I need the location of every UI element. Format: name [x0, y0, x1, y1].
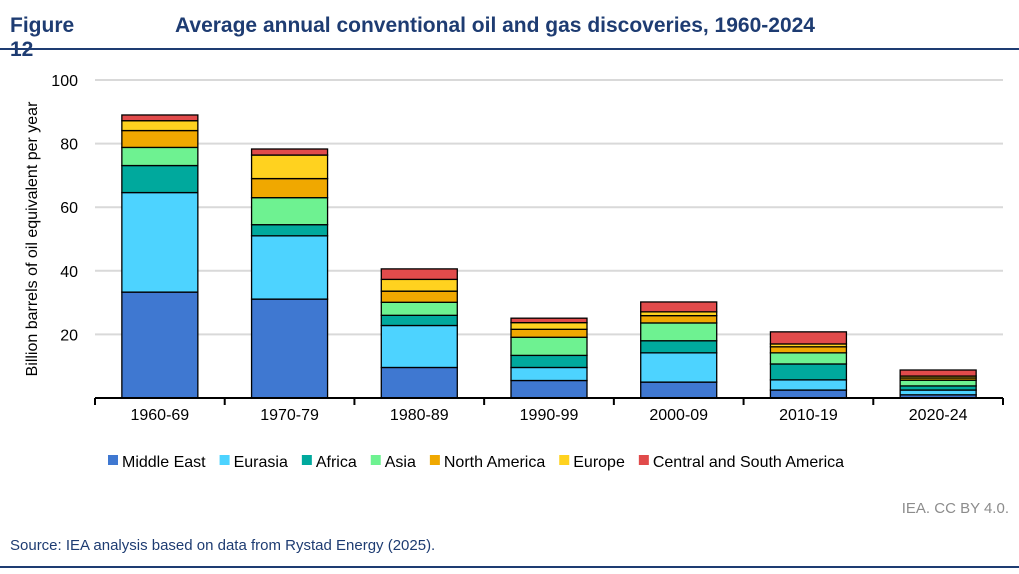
bottom-rule — [0, 566, 1019, 568]
bar-segment — [380, 278, 458, 292]
bar-segment — [640, 381, 718, 399]
bar-segment — [510, 328, 588, 338]
bar-segment — [121, 129, 199, 149]
bar-segment — [510, 317, 588, 324]
y-tick-label: 60 — [60, 200, 78, 217]
bar-segment — [380, 290, 458, 303]
bar-segment — [250, 224, 329, 237]
legend-label: Eurasia — [234, 454, 288, 471]
bar-segment — [121, 191, 199, 293]
y-tick-label: 40 — [60, 264, 78, 281]
x-tick-label: 2020-24 — [909, 407, 968, 424]
bar-segment — [250, 177, 329, 199]
legend-label: Middle East — [122, 454, 206, 471]
bar-segment — [640, 340, 718, 354]
bar-segment — [899, 369, 977, 377]
bar-segment — [250, 235, 329, 300]
bar-segment — [250, 298, 329, 399]
legend-label: Central and South America — [653, 454, 844, 471]
legend-swatch — [370, 455, 381, 465]
bar-segment — [250, 154, 329, 180]
legend-swatch — [108, 455, 118, 465]
bar-segment — [121, 146, 199, 167]
bar-segment — [899, 379, 977, 387]
legend-label: North America — [444, 454, 545, 471]
bar-segment — [121, 114, 199, 122]
x-tick-label: 2010-19 — [779, 407, 838, 424]
legend-swatch — [301, 455, 312, 465]
bar-segment — [640, 301, 718, 313]
bar-segment — [380, 314, 458, 327]
bar-segment — [380, 268, 458, 281]
y-tick-label: 80 — [60, 137, 78, 154]
legend-label: Asia — [385, 454, 416, 471]
bar-segment — [121, 164, 199, 194]
legend-swatch — [638, 455, 649, 465]
bar-segment — [640, 352, 718, 383]
bar-segment — [769, 331, 848, 345]
y-axis-label: Billion barrels of oil equivalent per ye… — [24, 101, 41, 376]
bar-segment — [510, 321, 588, 330]
x-tick-label: 1980-89 — [390, 407, 449, 424]
bar-segment — [121, 291, 199, 399]
bar-segment — [510, 354, 588, 369]
bar-segment — [769, 352, 848, 365]
x-tick-label: 1970-79 — [260, 407, 319, 424]
y-tick-label: 20 — [60, 327, 78, 344]
legend-label: Europe — [573, 454, 625, 471]
bar-segment — [640, 314, 718, 324]
credit-text: IEA. CC BY 4.0. — [901, 500, 1009, 517]
bar-segment — [380, 324, 458, 369]
x-tick-label: 1990-99 — [520, 407, 579, 424]
bar-segment — [769, 363, 848, 381]
bar-segment — [769, 389, 848, 399]
bar-segment — [380, 301, 458, 316]
legend-swatch — [559, 455, 570, 465]
x-tick-label: 2000-09 — [649, 407, 708, 424]
bar-segment — [769, 379, 848, 391]
bar-segment — [121, 120, 199, 132]
bar-segment — [640, 322, 718, 342]
bar-segment — [510, 379, 588, 399]
legend-label: Africa — [316, 454, 357, 471]
bar-segment — [510, 366, 588, 382]
bar-segment — [380, 366, 458, 399]
legend-swatch — [429, 455, 440, 465]
bar-segment — [769, 346, 848, 354]
legend-swatch — [219, 455, 230, 465]
bar-segment — [510, 336, 588, 357]
bar-segment — [250, 148, 329, 156]
top-rule — [0, 48, 1019, 50]
bar-segment — [250, 197, 329, 226]
bar-segment — [899, 389, 977, 396]
x-tick-label: 1960-69 — [130, 407, 189, 424]
source-text: Source: IEA analysis based on data from … — [10, 537, 436, 554]
y-tick-label: 100 — [51, 73, 78, 90]
chart-title: Average annual conventional oil and gas … — [175, 14, 815, 37]
